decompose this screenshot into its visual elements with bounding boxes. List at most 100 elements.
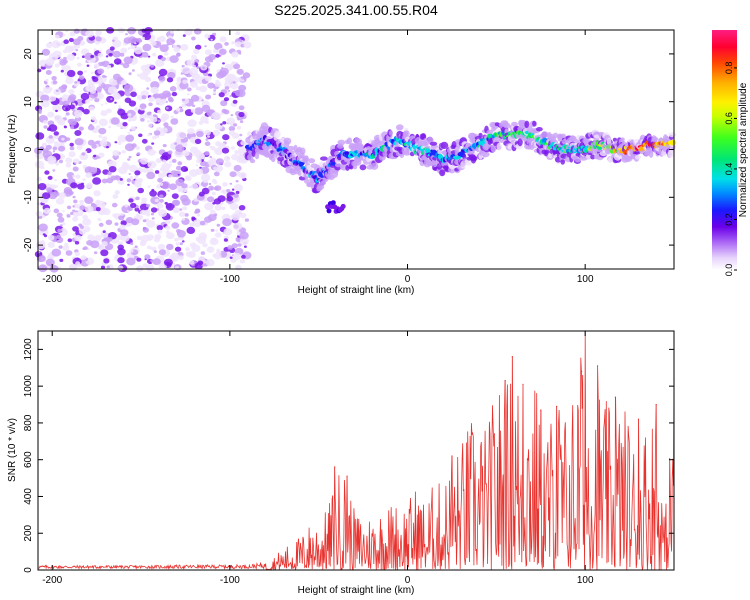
noise-speckle	[156, 42, 160, 45]
noise-speckle	[117, 141, 122, 146]
noise-speckle	[42, 192, 51, 200]
noise-speckle	[112, 150, 120, 157]
noise-speckle	[35, 132, 45, 140]
noise-speckle	[61, 227, 66, 232]
noise-speckle	[134, 107, 139, 111]
noise-speckle	[193, 28, 202, 35]
noise-speckle	[72, 174, 76, 178]
snr-peak	[655, 403, 657, 406]
noise-speckle	[139, 103, 147, 109]
noise-speckle	[205, 258, 215, 267]
noise-speckle	[137, 187, 144, 194]
noise-speckle	[127, 131, 131, 134]
noise-speckle	[139, 72, 149, 80]
noise-speckle	[134, 174, 139, 179]
noise-speckle	[86, 182, 93, 189]
noise-speckle	[166, 38, 175, 46]
noise-speckle	[72, 226, 79, 232]
noise-speckle	[119, 178, 124, 181]
noise-speckle	[216, 223, 221, 227]
noise-speckle	[47, 241, 55, 248]
noise-speckle	[47, 234, 55, 241]
noise-speckle	[233, 184, 243, 192]
noise-speckle	[207, 196, 215, 203]
noise-speckle	[35, 210, 43, 217]
noise-speckle	[222, 218, 232, 227]
noise-speckle	[161, 56, 166, 62]
noise-speckle	[72, 158, 80, 164]
noise-speckle	[226, 73, 237, 82]
noise-speckle	[152, 258, 161, 265]
noise-speckle	[91, 144, 97, 149]
noise-speckle	[93, 154, 97, 158]
noise-speckle	[78, 223, 83, 227]
noise-speckle	[231, 61, 236, 65]
noise-speckle	[150, 86, 159, 94]
noise-speckle	[165, 92, 172, 98]
noise-speckle	[63, 125, 67, 129]
noise-speckle	[130, 202, 137, 208]
noise-speckle	[128, 173, 131, 175]
noise-speckle	[151, 142, 155, 145]
noise-speckle	[74, 130, 82, 136]
noise-speckle	[140, 90, 149, 98]
noise-speckle	[57, 228, 62, 233]
noise-speckle	[210, 188, 214, 191]
noise-speckle	[205, 138, 209, 141]
x-tick-label: 0	[405, 575, 411, 586]
noise-speckle	[68, 89, 75, 95]
noise-speckle	[40, 165, 45, 170]
signal-halo	[396, 124, 404, 131]
noise-speckle	[181, 66, 191, 75]
signal-branch	[330, 200, 336, 206]
noise-speckle	[211, 238, 217, 243]
noise-speckle	[95, 30, 102, 36]
noise-speckle	[170, 115, 174, 119]
noise-speckle	[171, 91, 178, 97]
noise-speckle	[99, 139, 108, 147]
noise-speckle	[234, 41, 243, 48]
noise-speckle	[184, 175, 192, 181]
noise-speckle	[177, 173, 180, 176]
noise-speckle	[89, 106, 95, 111]
noise-speckle	[117, 244, 124, 251]
colorbar-tick-label: 0.2	[724, 213, 734, 226]
noise-speckle	[92, 76, 99, 82]
noise-speckle	[230, 146, 235, 150]
noise-speckle	[130, 242, 134, 246]
noise-speckle	[159, 168, 163, 171]
noise-speckle	[97, 217, 102, 222]
snr-data	[37, 330, 675, 571]
noise-speckle	[112, 39, 122, 48]
noise-speckle	[135, 146, 141, 150]
snr-peak	[637, 418, 640, 420]
signal-halo	[287, 145, 295, 151]
noise-speckle	[85, 172, 93, 179]
noise-speckle	[128, 198, 134, 203]
noise-speckle	[98, 83, 101, 87]
noise-speckle	[222, 62, 225, 65]
noise-speckle	[100, 110, 108, 117]
noise-speckle	[141, 234, 150, 242]
noise-speckle	[156, 203, 164, 209]
noise-speckle	[104, 75, 108, 78]
noise-speckle	[77, 62, 82, 67]
noise-speckle	[204, 45, 207, 48]
signal-halo	[574, 157, 581, 163]
colorbar-tick-label: 0.6	[724, 112, 734, 125]
noise-speckle	[102, 74, 106, 78]
x-tick-label: -100	[220, 274, 240, 285]
noise-speckle	[233, 193, 239, 198]
noise-speckle	[197, 260, 204, 266]
x-tick-label: -200	[42, 575, 62, 586]
noise-speckle	[215, 51, 219, 54]
noise-speckle	[82, 178, 86, 182]
noise-speckle	[211, 191, 216, 196]
noise-speckle	[171, 222, 180, 229]
noise-speckle	[48, 191, 58, 200]
signal-halo	[536, 127, 543, 132]
noise-speckle	[89, 88, 97, 94]
noise-speckle	[112, 39, 115, 42]
